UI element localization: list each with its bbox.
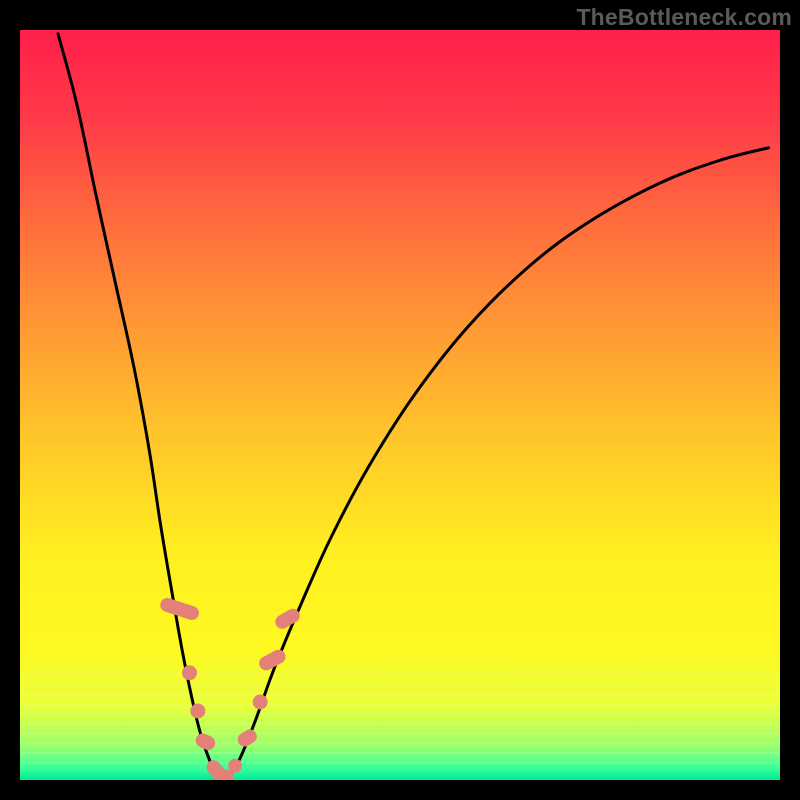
chart-canvas bbox=[0, 0, 800, 800]
plot-background bbox=[20, 30, 780, 780]
watermark-text: TheBottleneck.com bbox=[576, 4, 792, 31]
bottleneck-chart: TheBottleneck.com bbox=[0, 0, 800, 800]
